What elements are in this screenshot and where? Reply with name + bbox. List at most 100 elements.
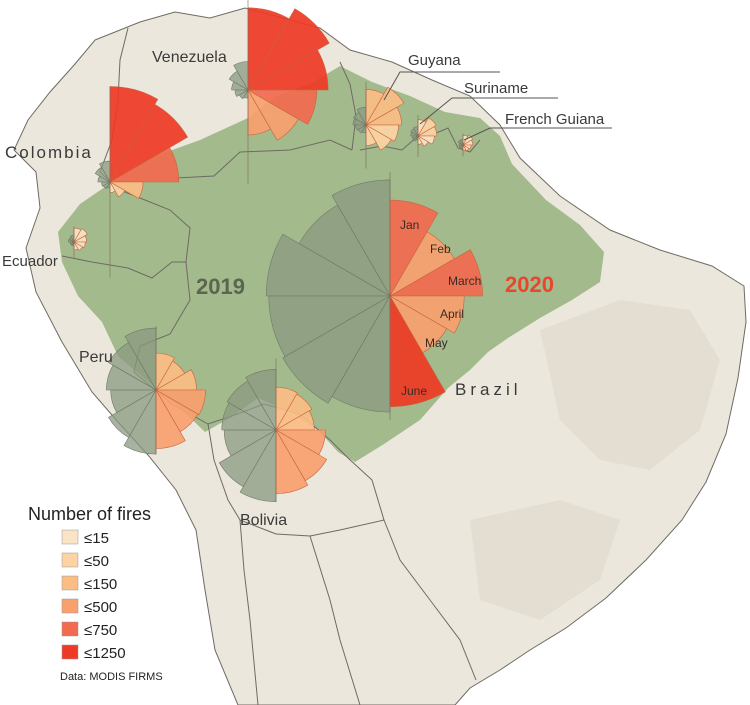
- wedge-2019: [457, 139, 464, 146]
- legend-label: ≤500: [84, 599, 117, 616]
- legend-item: ≤1250: [61, 644, 126, 662]
- wedge-2019: [228, 70, 249, 91]
- rose-guyana: [352, 81, 405, 169]
- wedge-2020: [72, 235, 87, 243]
- wedge-2019: [106, 364, 158, 391]
- rose-peru: [106, 325, 206, 455]
- wedge-2020: [109, 181, 126, 198]
- wedge-2020: [364, 124, 399, 142]
- month-label-may: May: [425, 336, 448, 350]
- wedge-2020: [247, 89, 299, 141]
- wedge-2019: [231, 81, 250, 91]
- wedge-2019: [226, 380, 277, 431]
- wedge-2020: [365, 124, 392, 151]
- rose-colombia: [94, 86, 189, 278]
- month-label-march: March: [448, 274, 481, 288]
- legend-label: ≤150: [84, 576, 117, 593]
- legend-item: ≤750: [61, 621, 117, 639]
- label-peru: Peru: [79, 349, 113, 366]
- border-peru-bolivia: [207, 423, 277, 535]
- wedge-2019: [108, 342, 157, 391]
- wedge-2019: [102, 181, 111, 190]
- wedge-2020: [246, 89, 318, 125]
- label-suriname: Suriname: [464, 80, 528, 97]
- border-chile: [239, 519, 259, 705]
- legend-swatch: [61, 552, 79, 568]
- wedge-2020: [109, 103, 189, 183]
- wedge-2020: [462, 144, 470, 152]
- label-colombia: Colombia: [5, 143, 93, 162]
- month-label-june: June: [401, 384, 427, 398]
- leader-french-guiana: [463, 127, 612, 141]
- wedge-2019: [412, 135, 419, 142]
- legend-item: ≤15: [61, 529, 109, 547]
- wedge-2019: [357, 124, 367, 134]
- wedge-2019: [352, 111, 367, 126]
- wedge-2020: [73, 241, 83, 251]
- wedge-2020: [108, 147, 180, 183]
- wedge-2019: [94, 166, 111, 183]
- label-brazil: Brazil: [455, 380, 522, 399]
- rose-french-guiana: [457, 133, 474, 157]
- rose-brazil: [265, 172, 483, 420]
- wedge-2020: [108, 181, 144, 199]
- legend-item: ≤500: [61, 598, 117, 616]
- year-label-2020: 2020: [505, 272, 554, 297]
- label-venezuela: Venezuela: [152, 49, 227, 66]
- wedge-2019: [123, 388, 157, 455]
- legend-label: ≤750: [84, 622, 117, 639]
- legend-label: ≤50: [84, 553, 109, 570]
- legend-label: ≤1250: [84, 645, 126, 662]
- legend-item: ≤50: [61, 552, 109, 570]
- fire-rose-charts: [67, 0, 483, 503]
- terrain-shading-south: [470, 500, 620, 620]
- label-bolivia: Bolivia: [240, 512, 287, 529]
- legend-title: Number of fires: [28, 504, 151, 524]
- wedge-2020: [388, 249, 483, 297]
- wedge-2020: [154, 389, 206, 416]
- label-guyana: Guyana: [408, 52, 461, 69]
- wedge-2020: [246, 49, 329, 91]
- leader-guyana: [383, 71, 500, 101]
- legend-swatch: [61, 644, 79, 660]
- wedge-2019: [282, 295, 391, 404]
- border-argentina: [309, 535, 361, 705]
- border-venezuela-guyana: [339, 61, 357, 151]
- legend: Number of fires ≤15 ≤50 ≤150 ≤500 ≤750 ≤…: [28, 504, 163, 683]
- wedge-2020: [109, 86, 159, 184]
- leader-suriname: [419, 97, 558, 125]
- wedge-2020: [416, 126, 438, 137]
- month-label-feb: Feb: [430, 242, 451, 256]
- legend-swatch: [61, 575, 79, 591]
- wedge-2020: [417, 117, 437, 137]
- border-guyana-suriname: [359, 135, 419, 151]
- wedge-2019: [67, 238, 76, 243]
- month-label-jan: Jan: [400, 218, 419, 232]
- wedge-2020: [365, 86, 405, 126]
- rose-ecuador: [67, 226, 88, 258]
- wedge-2020: [73, 228, 88, 243]
- legend-swatch: [61, 529, 79, 545]
- legend-item: ≤150: [61, 575, 117, 593]
- rose-venezuela: [228, 0, 330, 184]
- label-ecuador: Ecuador: [2, 253, 58, 270]
- wedge-2020: [275, 393, 313, 431]
- wedge-2020: [417, 135, 429, 147]
- wedge-2019: [221, 402, 278, 431]
- border-paraguay: [383, 519, 477, 681]
- rose-bolivia: [218, 358, 328, 503]
- wedge-2020: [364, 106, 402, 126]
- border-venezuela-brazil: [175, 139, 353, 179]
- wedge-2020: [388, 295, 465, 334]
- wedge-2020: [461, 139, 474, 146]
- legend-swatch: [61, 598, 79, 614]
- wedge-2019: [410, 131, 420, 137]
- wedge-2019: [410, 128, 419, 137]
- wedge-2019: [265, 233, 392, 297]
- wedge-2019: [352, 118, 368, 126]
- legend-swatch: [61, 621, 79, 637]
- terrain-shading: [540, 300, 720, 470]
- source-credit: Data: MODIS FIRMS: [60, 671, 163, 683]
